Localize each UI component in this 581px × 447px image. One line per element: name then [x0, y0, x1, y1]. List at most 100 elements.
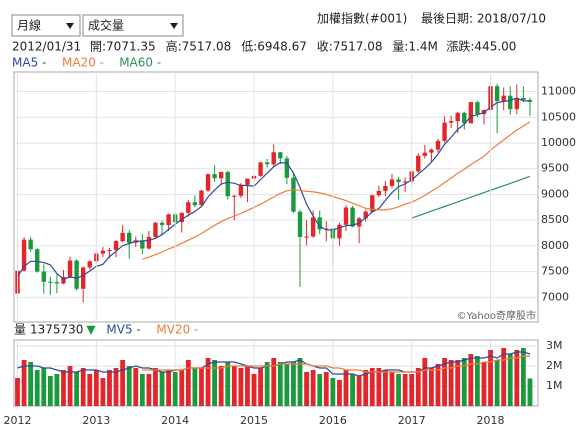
candle-body — [87, 261, 92, 268]
volume-bar — [258, 368, 263, 406]
volume-bar — [87, 374, 93, 406]
volume-bar — [113, 368, 119, 406]
candle-body — [54, 282, 60, 284]
volume-bar — [212, 360, 217, 406]
candle-body — [343, 207, 349, 225]
volume-bar — [442, 358, 447, 406]
last-date: 最後日期: 2018/07/10 — [421, 12, 546, 26]
volume-bar — [93, 370, 99, 406]
info-item: 高:7517.08 — [166, 39, 232, 54]
volume-bar — [54, 374, 60, 406]
indicator-dropdown[interactable] — [82, 14, 184, 37]
x-tick-label: 2012 — [4, 414, 32, 427]
volume-bar — [238, 368, 244, 406]
volume-bar — [100, 378, 106, 406]
x-tick-label: 2017 — [398, 414, 426, 427]
candle-body — [435, 140, 441, 150]
candle-body — [67, 260, 73, 277]
volume-bar — [376, 368, 382, 406]
y-tick-label: 11000 — [541, 85, 576, 98]
volume-bar — [422, 358, 428, 406]
period-dropdown[interactable] — [11, 14, 81, 37]
volume-bar — [323, 372, 329, 406]
ma-line — [142, 121, 531, 260]
x-tick-label: 2016 — [319, 414, 347, 427]
volume-bar — [488, 350, 493, 406]
volume-bar — [396, 374, 401, 406]
candle-body — [494, 86, 500, 102]
candle-body — [383, 185, 388, 191]
volume-bar — [107, 370, 112, 406]
candle-body — [462, 112, 467, 124]
candle-body — [212, 174, 217, 179]
candle-body — [284, 158, 290, 178]
volume-bar — [514, 350, 520, 406]
y-tick-label: 9000 — [541, 187, 569, 200]
candle-body — [159, 222, 165, 225]
candle-body — [35, 249, 40, 272]
indicator-select[interactable]: 成交量 — [88, 18, 124, 33]
candle-body — [324, 228, 329, 230]
period-select[interactable]: 月線 — [17, 18, 41, 33]
volume-bar — [153, 368, 158, 406]
volume-bar — [291, 362, 296, 406]
candle-body — [61, 276, 66, 284]
candle-body — [376, 190, 382, 196]
candle-body — [74, 260, 79, 289]
volume-bar — [527, 378, 533, 406]
volume-bar — [264, 362, 270, 406]
candle-body — [120, 232, 125, 242]
legend-entry: MA5 - — [12, 56, 46, 70]
volume-bar — [192, 368, 198, 406]
candle-body — [245, 178, 250, 185]
volume-bar — [218, 366, 224, 406]
volume-bar — [501, 348, 507, 406]
volume-bar — [74, 372, 80, 406]
volume-bar — [139, 374, 145, 406]
ma-line — [411, 175, 531, 219]
info-item: 量:1.4M — [392, 40, 437, 54]
ma-line — [142, 355, 530, 373]
candle-body — [402, 181, 408, 183]
price-frame — [13, 71, 539, 323]
volume-bar — [179, 370, 185, 406]
candle-body — [126, 232, 132, 243]
dropdown-arrow — [66, 23, 74, 29]
candle-body — [192, 202, 198, 206]
candle-body — [107, 250, 112, 252]
candle-body — [416, 155, 421, 172]
candle-body — [514, 97, 520, 110]
candle-body — [179, 212, 184, 223]
candle-body — [521, 97, 526, 100]
candle-body — [264, 162, 270, 165]
x-tick-label: 2015 — [240, 414, 268, 427]
candle-body — [41, 271, 46, 282]
volume-bar — [383, 370, 388, 406]
candle-body — [140, 240, 145, 249]
info-item: 收:7517.08 — [317, 40, 383, 54]
volume-bar — [245, 366, 250, 406]
candle-body — [337, 224, 342, 239]
ma-legend: MA5 - MA20 - MA60 - — [12, 56, 161, 70]
candle-body — [291, 177, 296, 212]
y-tick-label: 10500 — [541, 110, 576, 123]
x-tick-label: 2013 — [82, 414, 110, 427]
ma-line — [16, 97, 531, 280]
candle-body — [442, 122, 447, 141]
candle-body — [218, 172, 224, 179]
x-tick-label: 2018 — [477, 414, 505, 427]
volume-bar — [146, 374, 152, 406]
volume-bar — [468, 354, 474, 406]
candle-body — [363, 211, 368, 219]
candle-body — [100, 250, 106, 254]
volume-bar — [126, 366, 132, 406]
info-item: 低:6948.67 — [241, 40, 307, 54]
volume-bar — [461, 358, 467, 406]
legend-entry: MA20 - — [62, 56, 104, 70]
legend-entry: MV5 - — [106, 323, 140, 337]
y-tick-label: 8500 — [541, 213, 569, 226]
candle-body — [297, 211, 303, 237]
volume-bar — [80, 368, 86, 406]
volume-bar — [41, 368, 47, 406]
